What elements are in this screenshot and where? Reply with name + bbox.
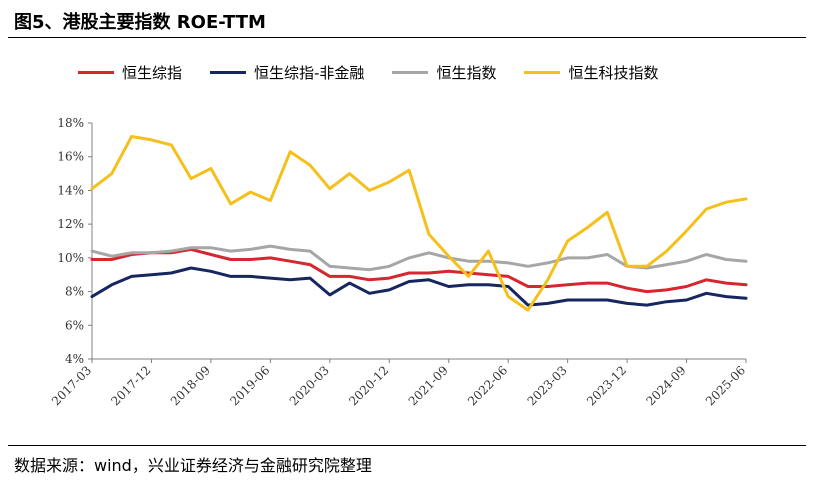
source-note: 数据来源：wind，兴业证券经济与金融研究院整理 (14, 456, 372, 475)
legend-label-hs-composite: 恒生综指 (122, 64, 183, 82)
series-line-0 (90, 247, 748, 294)
x-tick-label: 2021-09 (406, 363, 451, 408)
x-tick-label: 2024-09 (644, 363, 689, 408)
y-tick-label: 8% (65, 285, 84, 299)
x-tick-label: 2020-03 (287, 363, 332, 408)
y-tick-label: 6% (65, 318, 84, 332)
legend-item-hs-composite-nonfin: 恒生综指-非金融 (210, 62, 364, 83)
y-tick-label: 12% (57, 217, 84, 231)
legend-label-hsi: 恒生指数 (436, 64, 497, 82)
legend-swatch-hs-composite (78, 71, 114, 74)
legend-item-hsi: 恒生指数 (392, 62, 496, 83)
x-tick-label: 2018-09 (168, 363, 213, 408)
legend-swatch-hstech (524, 71, 561, 74)
line-chart: 4% 6% 8% 10% 12% 14% 16% 18% 2017-03 2017-12 2018-… (49, 116, 748, 408)
legend-item-hstech: 恒生科技指数 (524, 62, 658, 83)
x-tick-label: 2020-12 (346, 363, 391, 408)
legend-label-hs-composite-nonfin: 恒生综指-非金融 (254, 64, 365, 82)
x-tick-label: 2019-06 (227, 363, 272, 408)
legend: 恒生综指 恒生综指-非金融 恒生指数 恒生科技指数 (78, 62, 658, 83)
chart-title: 图5、港股主要指数 ROE-TTM (14, 12, 266, 33)
y-tick-label: 4% (65, 352, 84, 366)
bottom-divider (8, 445, 806, 446)
y-tick-label: 10% (57, 251, 84, 265)
top-divider (8, 37, 806, 38)
x-tick-label: 2023-03 (525, 363, 570, 408)
x-tick-label: 2022-06 (465, 363, 510, 408)
x-tick-label: 2023-12 (584, 363, 629, 408)
legend-swatch-hs-composite-nonfin (210, 71, 247, 74)
x-tick-label: 2025-06 (703, 363, 748, 408)
y-tick-label: 16% (57, 150, 84, 164)
x-tick-label: 2017-03 (49, 363, 94, 408)
legend-swatch-hsi (392, 71, 429, 74)
series-line-3 (90, 135, 748, 312)
legend-label-hstech: 恒生科技指数 (568, 64, 659, 82)
legend-item-hs-composite: 恒生综指 (78, 62, 182, 83)
series-line-1 (90, 266, 748, 307)
y-tick-label: 18% (57, 116, 84, 130)
y-tick-label: 14% (57, 183, 84, 197)
x-tick-label: 2017-12 (108, 363, 153, 408)
